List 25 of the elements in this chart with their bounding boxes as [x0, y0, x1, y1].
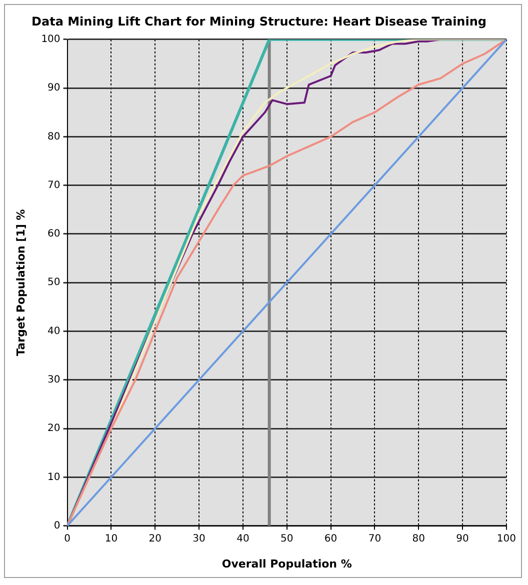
x-tick-label: 20 — [148, 533, 162, 544]
chart-title: Data Mining Lift Chart for Mining Structure: Heart Disease Training — [32, 14, 486, 28]
y-tick-label: 90 — [48, 82, 60, 94]
x-tick-label: 0 — [64, 533, 70, 544]
x-tick-label: 40 — [236, 533, 250, 544]
x-axis-title: Overall Population % — [222, 557, 352, 570]
y-tick-label: 70 — [48, 180, 60, 191]
x-tick-label: 90 — [456, 533, 469, 544]
x-tick-label: 80 — [412, 533, 425, 544]
y-tick-label: 0 — [54, 520, 60, 532]
y-axis-title: Target Population [1] % — [14, 209, 28, 356]
y-tick-label: 50 — [48, 277, 60, 288]
y-tick-label: 10 — [48, 472, 60, 483]
x-tick-label: 60 — [324, 533, 338, 544]
y-tick-label: 80 — [48, 131, 60, 142]
y-tick-label: 40 — [48, 326, 60, 337]
y-tick-label: 30 — [48, 374, 60, 386]
x-tick-label: 50 — [280, 533, 294, 544]
x-tick-label: 100 — [496, 533, 516, 544]
x-tick-label: 30 — [192, 533, 206, 544]
y-tick-label: 20 — [48, 423, 60, 434]
x-tick-label: 70 — [368, 533, 382, 544]
y-tick-label: 100 — [41, 34, 60, 45]
x-tick-label: 10 — [104, 533, 118, 544]
y-tick-label: 60 — [48, 228, 60, 240]
